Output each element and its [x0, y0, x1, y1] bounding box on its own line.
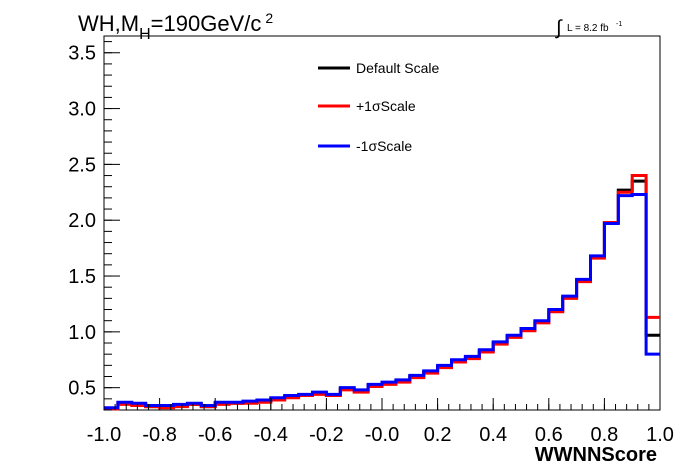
legend-label-0: Default Scale — [356, 60, 439, 76]
title-superscript: 2 — [265, 10, 273, 26]
x-tick-label: -0.2 — [309, 424, 343, 446]
y-tick-label: 3.0 — [68, 99, 96, 121]
chart-title: WH,MH=190GeV/c 2 — [78, 10, 273, 43]
y-tick-label: 1.0 — [68, 322, 96, 344]
x-tick-label: -1.0 — [87, 424, 121, 446]
x-axis-title: WWNNScore — [535, 444, 657, 466]
series-group — [104, 174, 660, 411]
title-subscript: H — [139, 26, 151, 43]
x-tick-label: 0.4 — [479, 424, 507, 446]
lumi-superscript: -1 — [616, 21, 622, 28]
x-tick-label: 0.6 — [535, 424, 563, 446]
x-tick-label: -0.4 — [254, 424, 288, 446]
y-tick-label: 2.0 — [68, 210, 96, 232]
x-tick-label: 1.0 — [646, 424, 674, 446]
x-tick-label: -0.0 — [365, 424, 399, 446]
y-tick-label: 1.5 — [68, 266, 96, 288]
y-tick-label: 2.5 — [68, 154, 96, 176]
axes: -1.0 -0.8 -0.6 -0.4 -0.2 -0.0 0.2 0.4 0.6 0.8 1.0 0… — [68, 41, 674, 446]
legend-label-1: +1σScale — [356, 98, 416, 114]
title-rest: =190GeV/c — [151, 11, 262, 36]
series-line-2 — [104, 193, 660, 410]
lumi-label: ∫ L = 8.2 fb -1 — [555, 17, 622, 39]
x-tick-label: 0.8 — [590, 424, 618, 446]
integral-symbol: ∫ — [555, 17, 563, 39]
x-tick-label: -0.8 — [142, 424, 176, 446]
legend: Default Scale +1σScale -1σScale — [318, 60, 439, 154]
title-main: WH,M — [78, 11, 139, 36]
legend-label-2: -1σScale — [356, 138, 412, 154]
y-tick-label: 0.5 — [68, 378, 96, 400]
x-tick-label: -0.6 — [198, 424, 232, 446]
lumi-text: L = 8.2 fb — [567, 23, 609, 34]
x-tick-label: 0.2 — [424, 424, 452, 446]
y-tick-label: 3.5 — [68, 43, 96, 65]
